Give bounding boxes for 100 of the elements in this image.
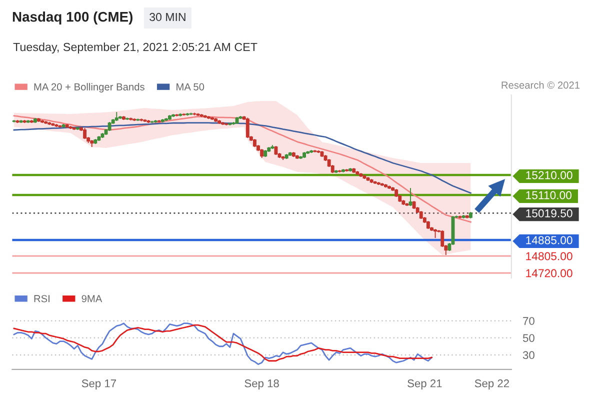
candlestick xyxy=(157,120,161,123)
candlestick xyxy=(100,132,104,138)
candlestick xyxy=(37,118,40,122)
y-tick-label: 50 xyxy=(522,334,534,342)
candlestick xyxy=(352,168,356,174)
candlestick xyxy=(270,144,274,150)
candlestick xyxy=(359,172,363,178)
candlestick xyxy=(22,120,26,124)
candlestick xyxy=(468,212,472,219)
candlestick xyxy=(281,156,285,160)
candlestick xyxy=(186,112,190,116)
candlestick xyxy=(108,122,112,132)
candlestick xyxy=(228,122,232,126)
candlestick xyxy=(366,176,370,182)
candlestick xyxy=(26,120,30,124)
y-tick-label: 14885.00 xyxy=(526,236,572,244)
candlestick xyxy=(380,182,384,186)
candlestick xyxy=(146,120,150,124)
candlestick xyxy=(384,184,388,188)
candlestick xyxy=(122,116,126,120)
candlestick xyxy=(284,154,288,160)
legend-label: MA 50 xyxy=(176,83,204,90)
y-tick-label: 15210.00 xyxy=(526,171,572,180)
candlestick xyxy=(412,200,416,210)
candlestick xyxy=(118,116,122,120)
y-tick-label: 70 xyxy=(523,317,534,325)
candlestick xyxy=(345,168,348,172)
candlestick xyxy=(405,202,409,206)
candlestick xyxy=(83,128,87,140)
candlestick xyxy=(140,118,144,122)
candlestick xyxy=(373,180,377,184)
candlestick xyxy=(40,120,44,124)
line-series xyxy=(13,115,472,223)
candlestick xyxy=(246,117,250,138)
candlestick xyxy=(72,126,76,130)
candlestick xyxy=(143,118,147,122)
candlestick xyxy=(338,170,342,173)
candlestick xyxy=(264,150,268,158)
candlestick xyxy=(196,112,200,116)
y-tick-label: 14720.00 xyxy=(526,269,572,278)
candlestick xyxy=(189,112,193,116)
candlestick xyxy=(192,112,196,116)
candlestick xyxy=(334,170,338,174)
candlestick xyxy=(172,114,176,118)
candlestick xyxy=(465,214,469,219)
candlestick xyxy=(295,154,299,160)
candlestick xyxy=(288,152,292,156)
y-tick-label: 15110.00 xyxy=(526,191,572,200)
candlestick xyxy=(154,120,158,124)
candlestick xyxy=(320,150,324,158)
candlestick xyxy=(136,118,140,122)
candlestick xyxy=(175,114,179,117)
x-tick-label: Sep 17 xyxy=(82,379,116,390)
candlestick xyxy=(370,178,374,184)
candlestick xyxy=(97,136,101,142)
candlestick xyxy=(16,120,20,124)
candlestick xyxy=(76,126,80,130)
candlestick xyxy=(260,148,264,158)
candlestick xyxy=(292,152,296,158)
candlestick xyxy=(306,150,310,154)
text: Research © 2021 xyxy=(502,81,580,89)
candlestick xyxy=(206,116,210,120)
y-tick-label: 14805.00 xyxy=(526,252,572,260)
candlestick xyxy=(302,152,306,158)
candlestick xyxy=(90,140,94,148)
candlestick xyxy=(310,150,314,154)
candlestick xyxy=(200,114,204,118)
chart-title: Nasdaq 100 (CME) xyxy=(12,12,132,24)
candlestick xyxy=(33,118,37,124)
candlestick xyxy=(68,126,72,130)
candlestick xyxy=(316,150,320,154)
candlestick xyxy=(30,120,34,124)
chart-subtitle: Tuesday, September 21, 2021 2:05:21 AM CET xyxy=(13,42,258,54)
candlestick xyxy=(129,117,133,121)
candlestick xyxy=(48,122,52,126)
candlestick xyxy=(182,112,186,116)
candlestick xyxy=(356,170,360,176)
candlestick xyxy=(44,120,48,124)
candlestick xyxy=(214,118,218,122)
x-tick-label: Sep 21 xyxy=(408,379,442,390)
candlestick xyxy=(160,118,164,123)
candlestick xyxy=(19,120,23,124)
legend-label: MA 20 + Bollinger Bands xyxy=(34,83,144,92)
candlestick xyxy=(342,168,345,173)
candlestick xyxy=(221,122,225,126)
candlestick xyxy=(178,112,182,117)
candlestick xyxy=(348,168,352,172)
candlestick xyxy=(12,120,16,123)
candlestick xyxy=(434,228,438,238)
candlestick xyxy=(313,150,317,153)
x-tick-label: Sep 18 xyxy=(244,379,279,390)
candlestick xyxy=(65,124,69,128)
candlestick xyxy=(51,122,55,126)
candlestick xyxy=(408,188,412,206)
candlestick xyxy=(376,182,380,186)
candlestick xyxy=(62,124,66,128)
candlestick xyxy=(362,174,366,180)
legend-label: RSI xyxy=(34,295,50,302)
candlestick xyxy=(252,138,256,148)
candlestick xyxy=(58,124,62,128)
